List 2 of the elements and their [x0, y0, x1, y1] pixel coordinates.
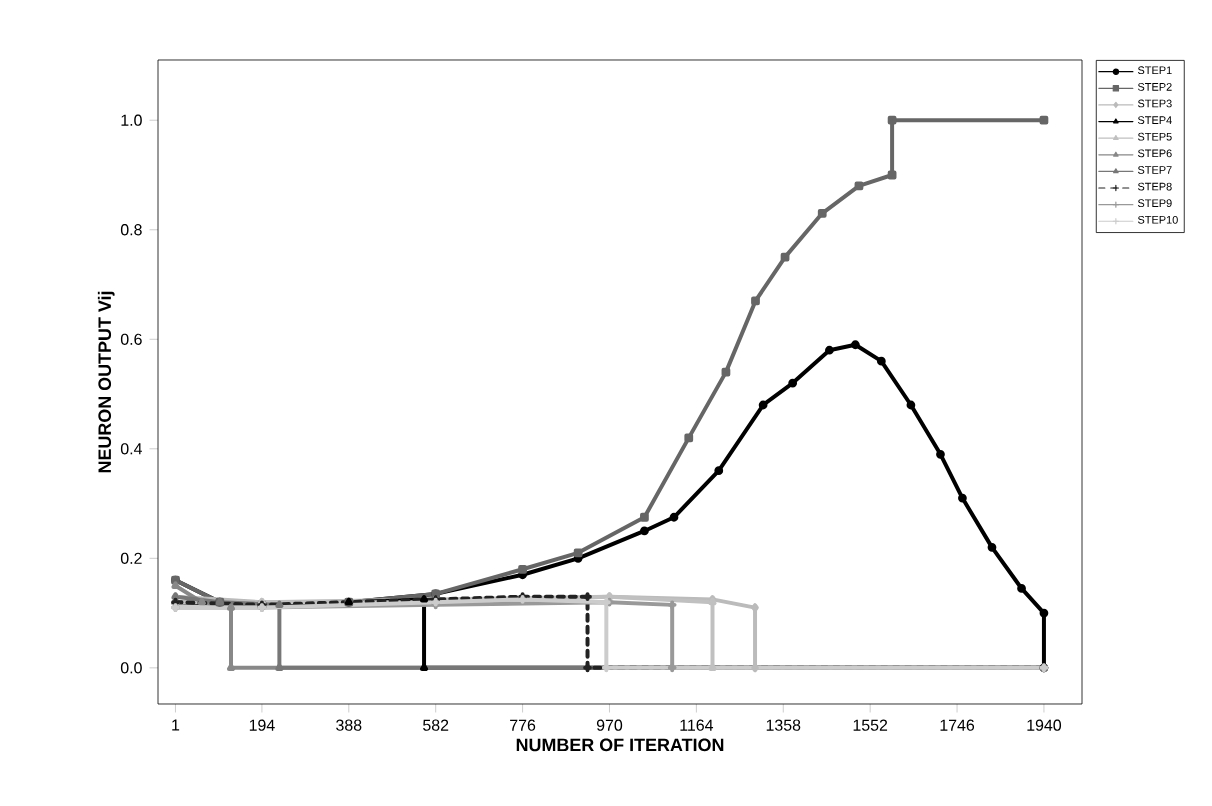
x-axis-title: NUMBER OF ITERATION	[516, 738, 724, 752]
y-axis-title: NEURON OUTPUT Vij	[97, 291, 115, 473]
